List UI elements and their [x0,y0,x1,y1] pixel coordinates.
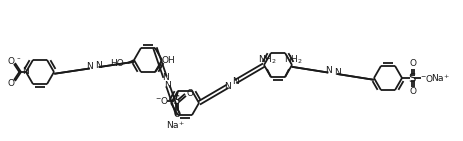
Text: N: N [224,82,231,91]
Text: N: N [164,81,171,90]
Text: O: O [7,79,14,88]
Text: N: N [86,62,93,71]
Text: O: O [409,60,416,69]
Text: N: N [325,66,331,75]
Text: $^{+}$: $^{+}$ [23,66,29,70]
Text: N: N [161,73,168,82]
Text: OH: OH [161,56,175,65]
Text: N: N [232,77,238,86]
Text: HO: HO [110,59,124,68]
Text: N: N [333,68,340,77]
Text: $^{-}$: $^{-}$ [16,57,22,61]
Text: NH$_2$: NH$_2$ [257,54,275,66]
Text: N: N [22,68,29,77]
Text: NH$_2$: NH$_2$ [283,54,302,66]
Text: O: O [7,57,14,66]
Text: Na$^{+}$: Na$^{+}$ [165,119,184,131]
Text: $^{-}$O: $^{-}$O [155,95,169,106]
Text: O: O [186,89,193,98]
Text: O: O [409,88,416,96]
Text: $^{-}$O: $^{-}$O [419,72,433,83]
Text: N: N [95,61,101,70]
Text: S: S [407,71,415,84]
Text: S: S [172,94,179,107]
Text: O: O [173,110,180,119]
Text: Na$^{+}$: Na$^{+}$ [430,72,449,84]
